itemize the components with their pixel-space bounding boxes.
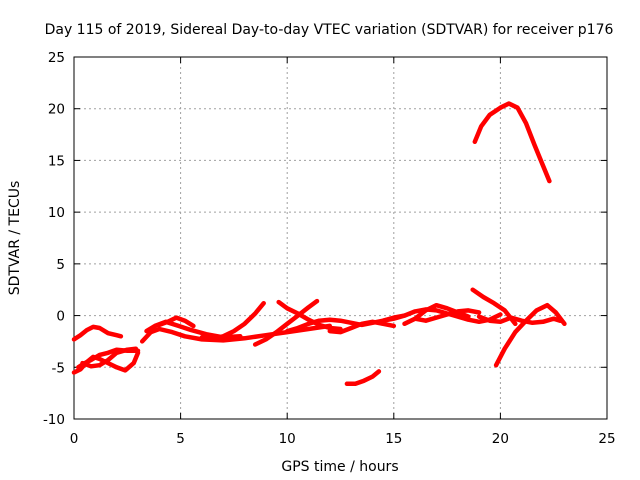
x-tick-label: 0 xyxy=(70,431,79,447)
series-arc-15 xyxy=(402,302,471,327)
series-arc-7 xyxy=(157,315,196,329)
series-arc-1 xyxy=(71,324,124,342)
series-arc-19 xyxy=(476,314,563,326)
y-tick-label: 5 xyxy=(56,257,65,273)
series-arc-17 xyxy=(470,287,518,327)
x-tick-label: 5 xyxy=(176,431,185,447)
series-arc-18 xyxy=(493,302,567,368)
series-arc-20 xyxy=(472,101,552,184)
series-arc-8 xyxy=(199,300,266,341)
series-layer xyxy=(71,101,567,387)
x-tick-label: 20 xyxy=(492,431,509,447)
chart-title: Day 115 of 2019, Sidereal Day-to-day VTE… xyxy=(45,22,614,38)
y-tick-label: -10 xyxy=(43,412,65,428)
x-tick-label: 25 xyxy=(598,431,615,447)
y-tick-label: 10 xyxy=(48,205,65,221)
y-tick-label: 25 xyxy=(48,50,65,66)
series-arc-9 xyxy=(252,298,320,347)
series-arc-14 xyxy=(380,307,503,325)
y-axis-title: SDTVAR / TECUs xyxy=(7,181,23,296)
x-axis-title: GPS time / hours xyxy=(281,459,398,475)
series-arc-12 xyxy=(327,319,397,335)
grid xyxy=(74,57,607,419)
y-tick-label: 20 xyxy=(48,102,65,118)
x-tick-label: 15 xyxy=(385,431,402,447)
y-tick-label: 15 xyxy=(48,153,65,169)
series-arc-4 xyxy=(80,346,139,369)
series-arc-16 xyxy=(412,308,482,323)
axis-ticks: 0 5 10 15 20 25 -10 -5 0 5 10 15 20 25 xyxy=(43,50,616,447)
y-tick-label: 0 xyxy=(56,309,65,325)
series-arc-13 xyxy=(344,369,382,387)
x-tick-label: 10 xyxy=(279,431,296,447)
y-tick-label: -5 xyxy=(52,360,65,376)
plot-frame xyxy=(73,56,608,420)
series-arc-10 xyxy=(276,299,343,332)
